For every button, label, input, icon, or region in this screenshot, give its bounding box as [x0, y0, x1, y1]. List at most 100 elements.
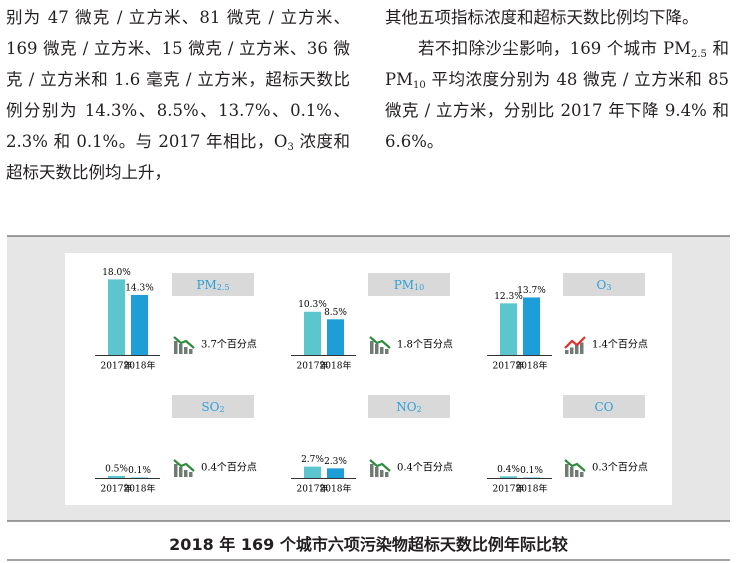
bar [108, 279, 125, 355]
bar [131, 294, 148, 355]
pollutant-label: PM10 [394, 278, 425, 293]
icon-bar [570, 467, 574, 477]
icon-bar [184, 470, 188, 477]
icon-bar [174, 341, 178, 354]
icon-bar [375, 467, 379, 477]
bar [327, 319, 344, 355]
value-label: 0.1% [128, 466, 151, 476]
icon-bar [189, 349, 193, 354]
text-column: 别为 47 微克 / 立方米、81 微克 / 立方米、169 微克 / 立方米、… [6, 2, 350, 188]
label-box [563, 273, 645, 296]
paragraph: 若不扣除沙尘影响，169 个城市 PM2.5 和 PM10 平均浓度分别为 48… [385, 33, 729, 157]
trend-icon [369, 336, 391, 354]
subscript: 10 [413, 80, 426, 91]
label-box [563, 395, 645, 418]
value-label: 12.3% [494, 292, 523, 302]
text-run: 浓度和超标天数比例均上升， [6, 132, 350, 182]
icon-bar [375, 344, 379, 354]
bar [500, 303, 517, 355]
trend-icon [173, 336, 195, 354]
pollutant-name: PM [196, 278, 216, 292]
icon-arrow [173, 336, 195, 349]
change-label: 3.7个百分点 [201, 339, 257, 351]
trend-icon [369, 459, 391, 477]
text-run: 其他五项指标浓度和超标天数比例均下降。 [385, 8, 699, 27]
icon-bar [565, 464, 569, 477]
pollutant-label: CO [594, 400, 613, 414]
icon-bar [370, 464, 374, 477]
text-run: 若不扣除沙尘影响，169 个城市 PM [418, 39, 691, 58]
pollutant-subscript: 2 [219, 405, 224, 414]
change-label: 1.4个百分点 [592, 339, 648, 351]
text-run: 别为 47 微克 / 立方米、81 微克 / 立方米、169 微克 / 立方米、… [6, 8, 350, 151]
icon-bar [565, 350, 569, 354]
value-label: 10.3% [298, 300, 327, 310]
value-label: 14.3% [125, 283, 154, 293]
label-box [368, 273, 450, 296]
icon-bar [580, 472, 584, 477]
icon-arrow [564, 336, 586, 349]
pollutant-subscript: 2.5 [217, 283, 230, 292]
text-run: 和 PM [385, 39, 729, 89]
icon-bar [370, 341, 374, 354]
label-box [368, 395, 450, 418]
figure-caption: 2018 年 169 个城市六项污染物超标天数比例年际比较 [169, 535, 568, 554]
value-label: 2.7% [301, 455, 324, 465]
pollutant-subscript: 3 [606, 283, 611, 292]
icon-bar [385, 349, 389, 354]
value-label: 0.5% [105, 464, 128, 474]
label-box [172, 273, 254, 296]
bar [108, 475, 125, 478]
pollutant-subscript: 10 [414, 283, 424, 292]
paragraph: 其他五项指标浓度和超标天数比例均下降。 [385, 2, 729, 33]
x-tick-label: 2017年 [101, 483, 133, 495]
pollutant-subscript: 2 [417, 405, 422, 414]
x-tick-label: 2018年 [516, 483, 548, 495]
text-run: 平均浓度分别为 48 微克 / 立方米和 85 微克 / 立方米，分别比 201… [385, 70, 729, 151]
value-label: 18.0% [102, 268, 131, 278]
text-column: 其他五项指标浓度和超标天数比例均下降。若不扣除沙尘影响，169 个城市 PM2.… [385, 2, 729, 157]
bar [523, 297, 540, 355]
value-label: 0.1% [520, 466, 543, 476]
icon-bar [385, 472, 389, 477]
bar [304, 311, 321, 355]
value-label: 13.7% [517, 286, 546, 296]
icon-arrow [369, 459, 391, 472]
icon-arrow [564, 459, 586, 472]
x-tick-label: 2017年 [297, 483, 329, 495]
x-tick-label: 2018年 [124, 360, 156, 372]
icon-bar [380, 470, 384, 477]
icon-bar [174, 464, 178, 477]
icon-bar [179, 467, 183, 477]
icon-bar [575, 345, 579, 354]
pollutant-label: PM2.5 [196, 278, 229, 293]
x-tick-label: 2017年 [101, 360, 133, 372]
change-label: 0.3个百分点 [592, 462, 648, 474]
x-tick-label: 2017年 [493, 360, 525, 372]
subscript: 3 [287, 142, 294, 153]
pollutant-name: PM [394, 278, 414, 292]
paragraph: 别为 47 微克 / 立方米、81 微克 / 立方米、169 微克 / 立方米、… [6, 2, 350, 188]
pollutant-name: NO [396, 400, 417, 414]
bar [327, 468, 344, 478]
pollutant-label: SO2 [201, 400, 224, 415]
x-tick-label: 2018年 [320, 360, 352, 372]
bar [304, 466, 321, 478]
icon-bar [575, 470, 579, 477]
change-label: 0.4个百分点 [397, 462, 453, 474]
x-tick-label: 2017年 [493, 483, 525, 495]
pollutant-name: SO [201, 400, 219, 414]
pollutant-label: O3 [597, 278, 612, 293]
trend-icon [564, 336, 586, 354]
trend-icon [564, 459, 586, 477]
x-tick-label: 2018年 [516, 360, 548, 372]
icon-bar [380, 347, 384, 354]
icon-arrow [369, 336, 391, 349]
bar [500, 476, 517, 478]
trend-icon [173, 459, 195, 477]
change-label: 0.4个百分点 [201, 462, 257, 474]
value-label: 0.4% [497, 465, 520, 475]
pollutant-name: O [597, 278, 607, 292]
